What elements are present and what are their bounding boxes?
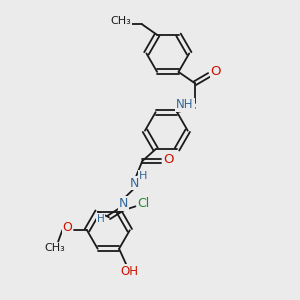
Text: H: H [97,214,104,224]
Text: Cl: Cl [138,197,150,211]
Text: N: N [119,197,128,210]
Text: N: N [130,177,140,190]
Text: CH₃: CH₃ [45,243,66,254]
Text: O: O [63,221,73,234]
Text: O: O [163,153,173,166]
Text: H: H [139,171,147,181]
Text: O: O [210,65,221,78]
Text: CH₃: CH₃ [110,16,131,26]
Text: NH: NH [176,98,194,111]
Text: OH: OH [120,265,138,278]
